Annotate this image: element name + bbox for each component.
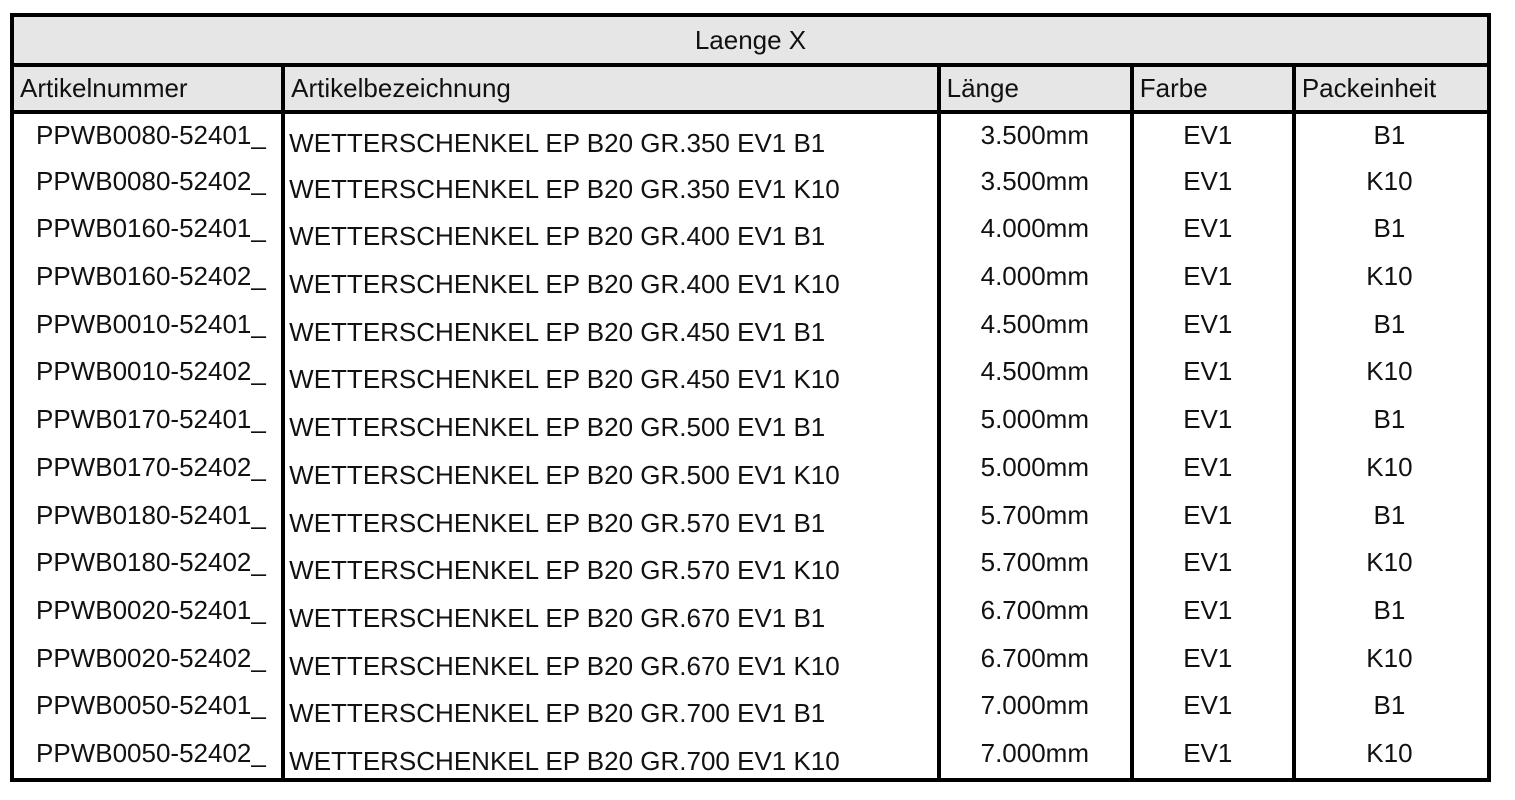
header-packeinheit: Packeinheit bbox=[1291, 65, 1489, 114]
cell-artikelbezeichnung: WETTERSCHENKEL EP B20 GR.400 EV1 K10 bbox=[281, 255, 939, 303]
cell-packeinheit: K10 bbox=[1291, 541, 1489, 589]
cell-artikelbezeichnung: WETTERSCHENKEL EP B20 GR.350 EV1 B1 bbox=[281, 112, 939, 160]
cell-artikelnummer: PPWB0170-52401_ bbox=[36, 404, 266, 435]
cell-artikelnummer: PPWB0010-52402_ bbox=[36, 356, 266, 387]
cell-artikelnummer: PPWB0020-52402_ bbox=[36, 642, 266, 673]
cell-artikelnummer: PPWB0080-52401_ bbox=[36, 120, 266, 150]
table-row: PPWB0160-52402_ WETTERSCHENKEL EP B20 GR.… bbox=[12, 255, 1489, 303]
table-row: PPWB0170-52401_ WETTERSCHENKEL EP B20 GR.… bbox=[12, 398, 1489, 446]
header-row: Artikelnummer Artikelbezeichnung Länge F… bbox=[12, 65, 1489, 114]
cell-farbe: EV1 bbox=[1129, 255, 1294, 303]
cell-artikelbezeichnung: WETTERSCHENKEL EP B20 GR.670 EV1 B1 bbox=[281, 588, 939, 637]
cell-packeinheit: K10 bbox=[1291, 255, 1489, 303]
cell-artikelbezeichnung: WETTERSCHENKEL EP B20 GR.350 EV1 K10 bbox=[281, 159, 939, 208]
table-row: PPWB0180-52402_ WETTERSCHENKEL EP B20 GR.… bbox=[12, 541, 1489, 589]
cell-farbe: EV1 bbox=[1129, 159, 1294, 208]
cell-packeinheit: K10 bbox=[1291, 731, 1489, 780]
cell-laenge: 3.500mm bbox=[936, 159, 1132, 208]
cell-artikelbezeichnung: WETTERSCHENKEL EP B20 GR.400 EV1 B1 bbox=[281, 207, 939, 256]
header-artikelnummer: Artikelnummer bbox=[12, 65, 284, 114]
cell-farbe: EV1 bbox=[1129, 398, 1294, 446]
table-row: PPWB0160-52401_ WETTERSCHENKEL EP B20 GR.… bbox=[12, 207, 1489, 256]
header-farbe: Farbe bbox=[1129, 65, 1294, 114]
cell-laenge: 7.000mm bbox=[936, 731, 1132, 780]
product-table: Laenge X Artikelnummer Artikelbezeichnun… bbox=[10, 13, 1491, 782]
cell-laenge: 4.500mm bbox=[936, 302, 1132, 351]
cell-artikelbezeichnung: WETTERSCHENKEL EP B20 GR.670 EV1 K10 bbox=[281, 636, 939, 685]
cell-farbe: EV1 bbox=[1129, 588, 1294, 637]
cell-laenge: 3.500mm bbox=[936, 112, 1132, 160]
table-row: PPWB0050-52402_ WETTERSCHENKEL EP B20 GR.… bbox=[12, 731, 1489, 780]
cell-artikelnummer: PPWB0050-52401_ bbox=[36, 690, 266, 721]
cell-packeinheit: K10 bbox=[1291, 445, 1489, 494]
cell-laenge: 4.000mm bbox=[936, 207, 1132, 256]
cell-artikelbezeichnung: WETTERSCHENKEL EP B20 GR.500 EV1 K10 bbox=[281, 445, 939, 494]
table-row: PPWB0010-52402_ WETTERSCHENKEL EP B20 GR.… bbox=[12, 350, 1489, 399]
table-row: PPWB0080-52402_ WETTERSCHENKEL EP B20 GR.… bbox=[12, 159, 1489, 208]
cell-artikelnummer: PPWB0170-52402_ bbox=[36, 451, 266, 482]
cell-farbe: EV1 bbox=[1129, 112, 1294, 160]
cell-laenge: 7.000mm bbox=[936, 684, 1132, 732]
cell-farbe: EV1 bbox=[1129, 493, 1294, 542]
cell-artikelnummer: PPWB0160-52401_ bbox=[36, 213, 266, 244]
cell-farbe: EV1 bbox=[1129, 636, 1294, 685]
cell-packeinheit: K10 bbox=[1291, 636, 1489, 685]
cell-farbe: EV1 bbox=[1129, 350, 1294, 399]
table-row: PPWB0020-52401_ WETTERSCHENKEL EP B20 GR.… bbox=[12, 588, 1489, 637]
cell-laenge: 5.700mm bbox=[936, 493, 1132, 542]
table-row: PPWB0020-52402_ WETTERSCHENKEL EP B20 GR.… bbox=[12, 636, 1489, 685]
cell-artikelnummer: PPWB0160-52402_ bbox=[36, 261, 266, 292]
cell-artikelbezeichnung: WETTERSCHENKEL EP B20 GR.570 EV1 B1 bbox=[281, 493, 939, 542]
cell-laenge: 5.000mm bbox=[936, 445, 1132, 494]
cell-farbe: EV1 bbox=[1129, 302, 1294, 351]
cell-artikelbezeichnung: WETTERSCHENKEL EP B20 GR.570 EV1 K10 bbox=[281, 541, 939, 589]
cell-packeinheit: B1 bbox=[1291, 112, 1489, 160]
cell-artikelbezeichnung: WETTERSCHENKEL EP B20 GR.450 EV1 B1 bbox=[281, 302, 939, 351]
cell-artikelnummer: PPWB0020-52401_ bbox=[36, 594, 266, 625]
cell-packeinheit: B1 bbox=[1291, 302, 1489, 351]
cell-farbe: EV1 bbox=[1129, 684, 1294, 732]
cell-farbe: EV1 bbox=[1129, 445, 1294, 494]
table-row: PPWB0010-52401_ WETTERSCHENKEL EP B20 GR.… bbox=[12, 302, 1489, 351]
cell-artikelbezeichnung: WETTERSCHENKEL EP B20 GR.500 EV1 B1 bbox=[281, 398, 939, 446]
table-row: PPWB0180-52401_ WETTERSCHENKEL EP B20 GR.… bbox=[12, 493, 1489, 542]
cell-artikelnummer: PPWB0050-52402_ bbox=[36, 737, 266, 768]
table-row: PPWB0170-52402_ WETTERSCHENKEL EP B20 GR.… bbox=[12, 445, 1489, 494]
table-row: PPWB0050-52401_ WETTERSCHENKEL EP B20 GR.… bbox=[12, 684, 1489, 732]
cell-artikelbezeichnung: WETTERSCHENKEL EP B20 GR.700 EV1 B1 bbox=[281, 684, 939, 732]
cell-laenge: 4.500mm bbox=[936, 350, 1132, 399]
cell-farbe: EV1 bbox=[1129, 541, 1294, 589]
cell-packeinheit: B1 bbox=[1291, 588, 1489, 637]
cell-artikelnummer: PPWB0080-52402_ bbox=[36, 165, 266, 196]
cell-artikelbezeichnung: WETTERSCHENKEL EP B20 GR.450 EV1 K10 bbox=[281, 350, 939, 399]
cell-packeinheit: B1 bbox=[1291, 493, 1489, 542]
cell-artikelnummer: PPWB0180-52402_ bbox=[36, 547, 266, 578]
cell-farbe: EV1 bbox=[1129, 207, 1294, 256]
cell-artikelbezeichnung: WETTERSCHENKEL EP B20 GR.700 EV1 K10 bbox=[281, 731, 939, 780]
cell-laenge: 5.000mm bbox=[936, 398, 1132, 446]
table-row: PPWB0080-52401_ WETTERSCHENKEL EP B20 GR.… bbox=[12, 112, 1489, 160]
cell-laenge: 6.700mm bbox=[936, 588, 1132, 637]
cell-packeinheit: B1 bbox=[1291, 207, 1489, 256]
cell-laenge: 6.700mm bbox=[936, 636, 1132, 685]
cell-packeinheit: K10 bbox=[1291, 350, 1489, 399]
cell-farbe: EV1 bbox=[1129, 731, 1294, 780]
cell-laenge: 4.000mm bbox=[936, 255, 1132, 303]
header-laenge: Länge bbox=[936, 65, 1132, 114]
cell-packeinheit: B1 bbox=[1291, 684, 1489, 732]
cell-laenge: 5.700mm bbox=[936, 541, 1132, 589]
cell-artikelnummer: PPWB0010-52401_ bbox=[36, 308, 266, 339]
cell-packeinheit: B1 bbox=[1291, 398, 1489, 446]
table-title: Laenge X bbox=[12, 15, 1489, 67]
header-artikelbezeichnung: Artikelbezeichnung bbox=[281, 65, 939, 114]
cell-packeinheit: K10 bbox=[1291, 159, 1489, 208]
cell-artikelnummer: PPWB0180-52401_ bbox=[36, 499, 266, 530]
